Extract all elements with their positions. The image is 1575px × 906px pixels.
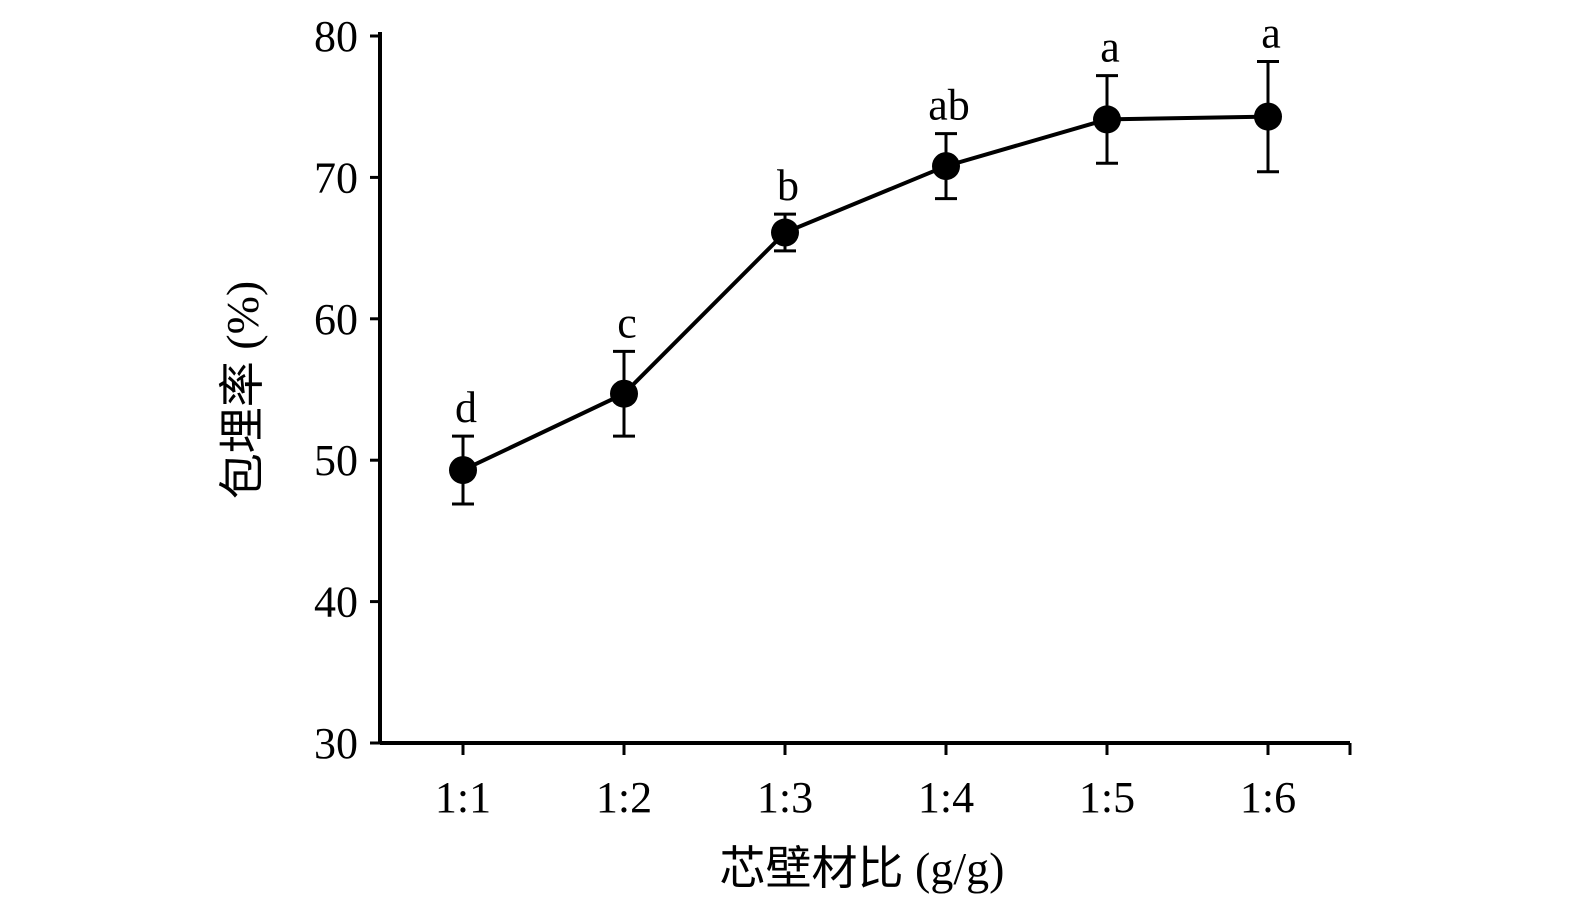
y-tick-label: 70: [314, 153, 358, 202]
x-tick-label: 1:3: [757, 773, 813, 822]
data-point: [449, 456, 477, 485]
significance-label: ab: [928, 81, 970, 130]
data-point: [771, 218, 799, 247]
data-point: [932, 152, 960, 181]
x-axis: 1:1 1:2 1:3 1:4 1:5 1:6: [380, 741, 1352, 822]
x-tick-label: 1:5: [1079, 773, 1135, 822]
y-tick-label: 30: [314, 719, 358, 768]
y-tick-label: 50: [314, 436, 358, 485]
significance-label: c: [617, 298, 637, 347]
significance-label: d: [455, 383, 477, 432]
y-tick-label: 60: [314, 295, 358, 344]
x-tick-label: 1:4: [918, 773, 974, 822]
y-axis: 30 40 50 60 70 80: [314, 12, 382, 768]
series-line: [462, 114, 1269, 472]
x-tick-label: 1:1: [435, 773, 491, 822]
significance-label: a: [1100, 23, 1120, 72]
data-point: [1093, 105, 1121, 134]
data-point: [610, 379, 638, 408]
significance-label: b: [777, 161, 799, 210]
data-point: [1254, 102, 1282, 131]
significance-label: a: [1261, 8, 1281, 57]
y-tick-label: 40: [314, 578, 358, 627]
y-axis-title: 包埋率 (%): [217, 281, 268, 499]
y-tick-label: 80: [314, 12, 358, 61]
plot-area: d c b ab a a: [449, 8, 1282, 506]
x-tick-label: 1:2: [596, 773, 652, 822]
x-tick-label: 1:6: [1240, 773, 1296, 822]
x-axis-title: 芯壁材比 (g/g): [720, 843, 1005, 894]
